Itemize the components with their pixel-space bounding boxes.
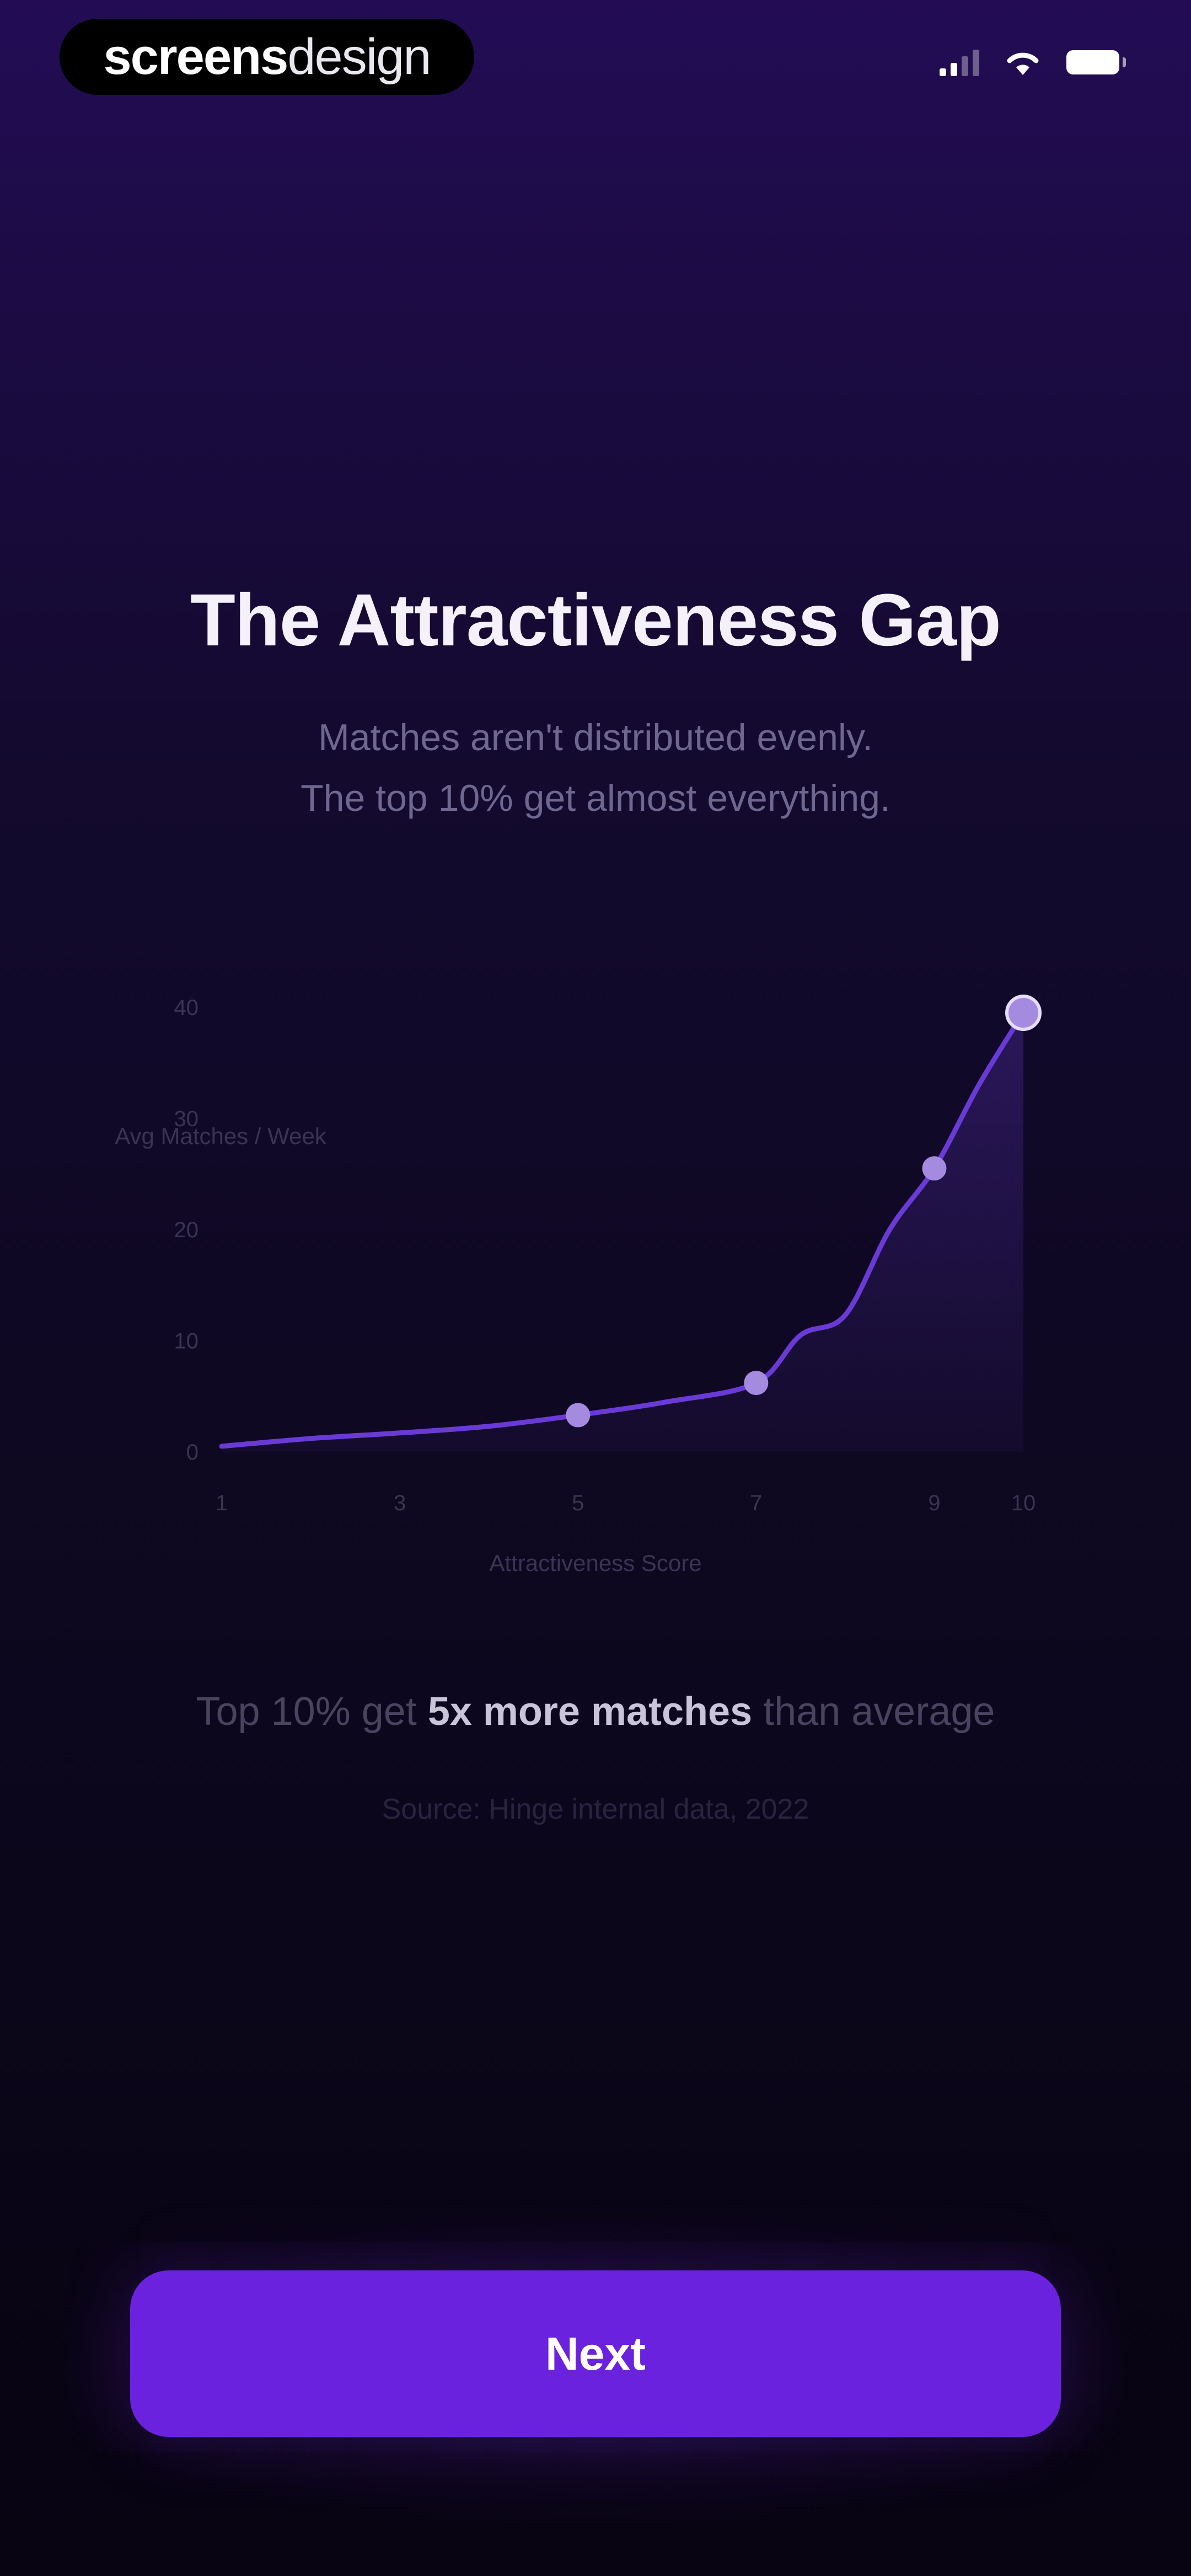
x-tick-label: 5 bbox=[572, 1491, 584, 1515]
chart-data-point bbox=[1005, 995, 1042, 1032]
chart-area-fill bbox=[222, 1013, 1023, 1452]
x-axis-title: Attractiveness Score bbox=[489, 1550, 701, 1576]
signal-icon bbox=[940, 49, 979, 76]
status-icons bbox=[940, 49, 1126, 76]
stat-suffix: than average bbox=[752, 1690, 995, 1734]
chart-data-point bbox=[922, 1156, 947, 1181]
x-tick-label: 10 bbox=[1011, 1491, 1036, 1515]
y-tick-label: 0 bbox=[186, 1440, 198, 1465]
page-subtitle: Matches aren't distributed evenly. The t… bbox=[0, 707, 1191, 829]
status-bar: screens design bbox=[0, 0, 1191, 110]
chart-data-point bbox=[744, 1371, 769, 1396]
page-title: The Attractiveness Gap bbox=[190, 579, 1001, 661]
x-tick-label: 1 bbox=[216, 1491, 228, 1515]
y-tick-label: 40 bbox=[174, 996, 199, 1020]
brand-logo: screens design bbox=[60, 19, 474, 95]
source-note: Source: Hinge internal data, 2022 bbox=[382, 1793, 809, 1825]
x-tick-label: 9 bbox=[928, 1491, 940, 1515]
chart-svg: 0 10 20 30 40 1 3 5 7 9 10 Avg Matches / Week Attrac… bbox=[115, 995, 1042, 1576]
matches-chart: 0 10 20 30 40 1 3 5 7 9 10 Avg Matches / Week Attrac… bbox=[0, 938, 1191, 1627]
x-tick-label: 7 bbox=[750, 1491, 762, 1515]
stat-prefix: Top 10% get bbox=[196, 1690, 428, 1734]
brand-logo-bold: screens bbox=[103, 29, 289, 85]
subtitle-line-1: Matches aren't distributed evenly. bbox=[318, 717, 873, 758]
stat-highlight: 5x more matches bbox=[427, 1690, 753, 1734]
next-button[interactable]: Next bbox=[130, 2270, 1061, 2437]
subtitle-line-2: The top 10% get almost everything. bbox=[301, 777, 890, 819]
wifi-icon bbox=[1007, 52, 1039, 75]
y-tick-label: 30 bbox=[174, 1107, 199, 1131]
brand-logo-light: design bbox=[287, 29, 431, 85]
y-tick-label: 10 bbox=[174, 1329, 199, 1354]
battery-icon bbox=[1066, 50, 1126, 74]
y-axis-title: Avg Matches / Week bbox=[115, 1123, 327, 1149]
chart-data-point bbox=[566, 1403, 591, 1428]
stat-line: Top 10% get 5x more matches than average bbox=[0, 1689, 1191, 1734]
x-tick-label: 3 bbox=[394, 1491, 406, 1515]
y-tick-label: 20 bbox=[174, 1218, 199, 1242]
